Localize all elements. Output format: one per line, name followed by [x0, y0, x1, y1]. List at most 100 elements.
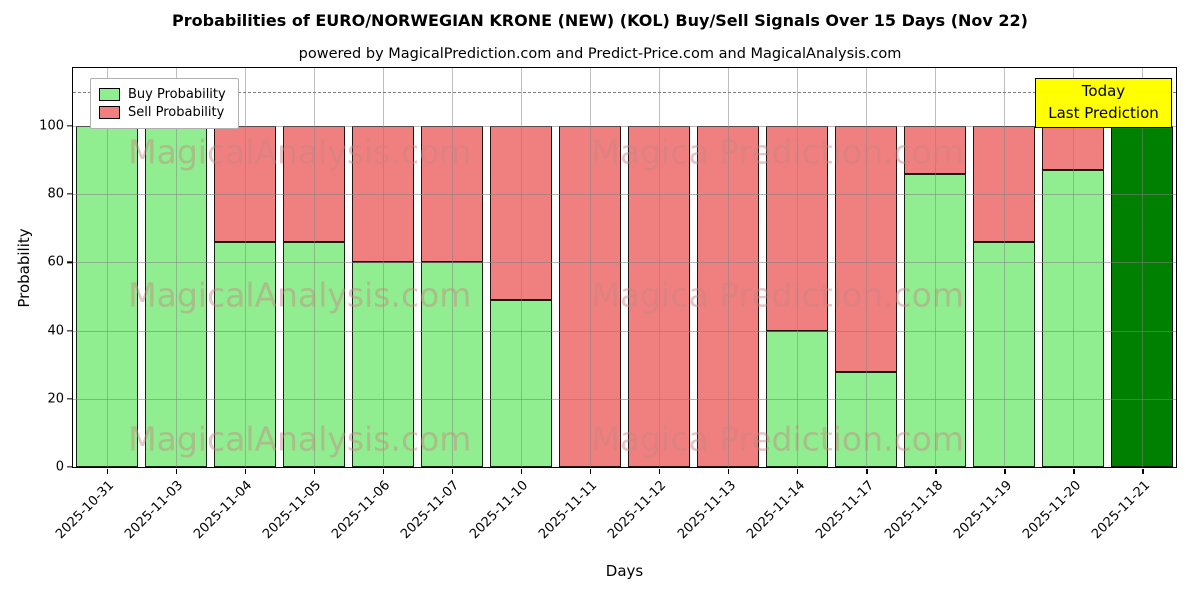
x-tick-mark — [866, 469, 868, 474]
grid-line-horizontal — [73, 194, 1176, 196]
today-annotation-line1: Today — [1081, 82, 1126, 100]
x-tick-mark — [106, 469, 108, 474]
x-tick-mark — [1004, 469, 1006, 474]
sell-probability-swatch — [99, 106, 120, 119]
grid-line-vertical — [1072, 68, 1074, 467]
legend-item-buy: Buy Probability — [99, 87, 226, 102]
grid-line-vertical — [1003, 68, 1005, 467]
y-tick-mark — [67, 261, 73, 264]
plot-area: Buy Probability Sell Probability Today L… — [39, 67, 1177, 475]
x-tick-label: 2025-11-20 — [1019, 478, 1085, 543]
grid-line-horizontal — [73, 330, 1176, 332]
y-tick-mark — [67, 398, 73, 400]
today-annotation-line2: Last Prediction — [1048, 103, 1159, 122]
buy-probability-swatch — [99, 88, 120, 101]
x-tick-label: 2025-10-31 — [53, 478, 118, 543]
watermark-text: Magica Prediction.com — [591, 419, 964, 459]
x-tick-label: 2025-11-10 — [467, 478, 532, 543]
buy-bar-segment — [76, 125, 139, 467]
x-tick-label: 2025-11-03 — [122, 478, 187, 543]
y-axis-label: Probability — [15, 228, 33, 308]
grid-line-vertical — [107, 68, 109, 467]
x-tick-mark — [797, 469, 799, 474]
x-tick-mark — [175, 469, 177, 474]
grid-line-vertical — [452, 68, 454, 467]
watermark-text: Magica Prediction.com — [591, 275, 964, 315]
grid-line-vertical — [383, 68, 385, 467]
x-tick-label: 2025-11-12 — [605, 478, 670, 543]
x-tick-label: 2025-11-11 — [536, 478, 601, 543]
legend-label-buy: Buy Probability — [128, 87, 226, 102]
buy-bar-segment — [214, 241, 277, 467]
y-tick-label: 0 — [55, 459, 64, 475]
grid-line-vertical — [865, 68, 867, 467]
grid-line-vertical — [934, 68, 936, 467]
grid-line-vertical — [1141, 68, 1143, 467]
watermark-text: MagicalAnalysis.com — [128, 132, 472, 172]
grid-line-horizontal — [73, 398, 1176, 400]
x-tick-label: 2025-11-04 — [191, 478, 256, 543]
x-tick-mark — [659, 469, 661, 474]
x-tick-mark — [244, 469, 246, 474]
x-tick-label: 2025-11-07 — [398, 478, 463, 543]
grid-line-vertical — [796, 68, 798, 467]
sell-bar-segment — [972, 126, 1035, 242]
buy-bar-segment — [834, 371, 897, 467]
y-tick-label: 60 — [47, 254, 64, 270]
sell-bar-segment — [490, 125, 553, 300]
buy-bar-segment — [283, 241, 346, 467]
sell-bar-segment — [283, 126, 346, 242]
x-axis-label: Days — [605, 562, 644, 580]
y-tick-label: 40 — [47, 323, 64, 339]
x-tick-mark — [935, 469, 937, 474]
x-tick-mark — [1073, 469, 1075, 474]
y-tick-mark — [67, 466, 73, 468]
x-tick-mark — [589, 469, 592, 474]
x-tick-label: 2025-11-18 — [881, 478, 946, 543]
legend: Buy Probability Sell Probability — [90, 78, 239, 129]
buy-bar-segment — [972, 241, 1035, 467]
today-bar — [1110, 125, 1173, 467]
x-tick-label: 2025-11-05 — [260, 478, 325, 543]
grid-line-vertical — [590, 68, 592, 467]
sell-bar-segment — [559, 125, 622, 467]
x-tick-mark — [313, 469, 316, 474]
chart-subtitle: powered by MagicalPrediction.com and Pre… — [298, 46, 902, 62]
buy-bar-segment — [352, 262, 415, 467]
buy-bar-segment — [1041, 170, 1104, 467]
y-tick-label: 80 — [47, 186, 64, 202]
grid-line-vertical — [314, 68, 316, 467]
sell-bar-segment — [627, 125, 690, 467]
sell-bar-segment — [214, 126, 277, 242]
sell-bar-segment — [696, 125, 759, 467]
y-tick-mark — [67, 329, 73, 332]
x-tick-label: 2025-11-14 — [743, 478, 808, 543]
grid-line-vertical — [727, 68, 729, 467]
x-tick-label: 2025-11-21 — [1089, 478, 1154, 543]
y-tick-mark — [67, 125, 73, 127]
x-tick-mark — [382, 469, 385, 474]
buy-bar-segment — [903, 173, 966, 467]
sell-bar-segment — [765, 125, 828, 331]
grid-line-horizontal — [73, 262, 1176, 264]
x-tick-label: 2025-11-06 — [329, 478, 394, 543]
x-tick-label: 2025-11-19 — [950, 478, 1015, 543]
x-tick-mark — [728, 469, 730, 474]
watermark-text: MagicalAnalysis.com — [128, 419, 472, 459]
grid-line-vertical — [658, 68, 660, 467]
sell-bar-segment — [903, 125, 966, 174]
x-tick-mark — [451, 469, 454, 474]
grid-line-vertical — [176, 68, 178, 467]
legend-label-sell: Sell Probability — [128, 105, 225, 120]
legend-item-sell: Sell Probability — [99, 105, 226, 120]
buy-bar-segment — [490, 299, 553, 467]
grid-line-vertical — [521, 68, 523, 467]
y-tick-label: 100 — [39, 118, 64, 134]
grid-line-horizontal — [73, 125, 1176, 127]
buy-bar-segment — [421, 262, 484, 467]
x-tick-label: 2025-11-13 — [674, 478, 739, 543]
watermark-text: MagicalAnalysis.com — [128, 275, 472, 315]
x-tick-mark — [1142, 469, 1144, 474]
x-tick-mark — [520, 469, 523, 474]
